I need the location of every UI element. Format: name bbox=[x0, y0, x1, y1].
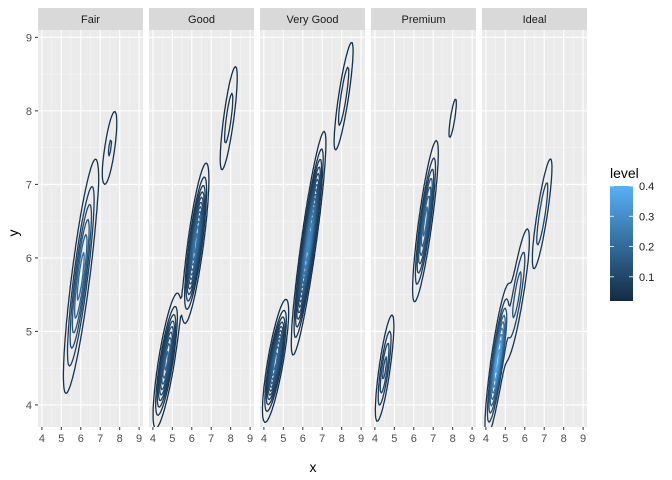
facet-label: Premium bbox=[401, 14, 445, 26]
x-tick-label: 9 bbox=[136, 433, 142, 445]
facet-label: Good bbox=[188, 14, 215, 26]
facet-label: Fair bbox=[81, 14, 100, 26]
x-tick-label: 7 bbox=[97, 433, 103, 445]
x-tick-label: 5 bbox=[391, 433, 397, 445]
contour-level-5 bbox=[419, 186, 432, 257]
x-tick-label: 7 bbox=[319, 433, 325, 445]
panel-fair: Fair 4 5 6 7 8 9 bbox=[38, 8, 143, 445]
contour-level-2 bbox=[377, 157, 437, 406]
facet-strip bbox=[260, 8, 365, 30]
x-tick-label: 6 bbox=[300, 433, 306, 445]
contour-level-7 bbox=[422, 206, 429, 237]
x-tick-label: 4 bbox=[483, 433, 489, 445]
x-tick-label: 5 bbox=[58, 433, 64, 445]
x-tick-label: 4 bbox=[261, 433, 267, 445]
legend-tick-label: 0.4 bbox=[639, 181, 654, 193]
contour-level-11 bbox=[192, 225, 200, 262]
y-axis: 4 5 6 7 8 9 bbox=[26, 32, 38, 412]
contour-level-3 bbox=[488, 271, 522, 414]
contour-level-1 bbox=[62, 110, 118, 395]
facet-strip bbox=[482, 8, 587, 30]
contour-level-2 bbox=[264, 66, 350, 413]
x-tick-label: 8 bbox=[561, 433, 567, 445]
y-tick-label: 8 bbox=[26, 106, 32, 118]
x-tick-label: 9 bbox=[247, 433, 253, 445]
legend: level 0.1 0.2 0.3 0.4 bbox=[610, 165, 654, 301]
panel-very-good: Very Good 4 5 6 7 8 9 bbox=[260, 8, 365, 445]
x-tick-label: 9 bbox=[469, 433, 475, 445]
x-tick-label: 4 bbox=[372, 433, 378, 445]
contour-level-6 bbox=[420, 195, 431, 248]
x-tick-label: 9 bbox=[358, 433, 364, 445]
legend-tick-label: 0.3 bbox=[639, 211, 654, 223]
y-tick-label: 4 bbox=[26, 400, 32, 412]
contour-level-4 bbox=[71, 218, 90, 334]
x-axis-title: x bbox=[310, 459, 317, 475]
x-tick-label: 4 bbox=[150, 433, 156, 445]
contour-lines bbox=[152, 65, 238, 427]
x-tick-label: 9 bbox=[580, 433, 586, 445]
contour-level-16 bbox=[306, 230, 311, 254]
x-tick-label: 5 bbox=[280, 433, 286, 445]
contour-level-1 bbox=[261, 42, 354, 423]
x-tick-label: 4 bbox=[39, 433, 45, 445]
facet-strip bbox=[371, 8, 476, 30]
contour-level-12 bbox=[193, 232, 198, 254]
panel-good: Good 4 5 6 7 8 9 bbox=[149, 8, 254, 445]
y-tick-label: 5 bbox=[26, 326, 32, 338]
x-tick-label: 6 bbox=[411, 433, 417, 445]
y-tick-label: 6 bbox=[26, 253, 32, 265]
contour-level-8 bbox=[493, 339, 502, 382]
panel-ideal: Ideal 4 5 6 7 8 9 bbox=[482, 8, 587, 445]
x-tick-label: 7 bbox=[430, 433, 436, 445]
y-tick-label: 9 bbox=[26, 32, 32, 44]
x-tick-label: 8 bbox=[228, 433, 234, 445]
contour-level-9 bbox=[495, 348, 501, 374]
x-tick-label: 5 bbox=[169, 433, 175, 445]
y-tick-label: 7 bbox=[26, 179, 32, 191]
contour-lines bbox=[62, 110, 118, 395]
legend-tick-label: 0.2 bbox=[639, 242, 654, 254]
contour-level-1 bbox=[484, 158, 553, 427]
facet-label: Ideal bbox=[523, 14, 547, 26]
contour-lines bbox=[261, 42, 354, 423]
contour-level-4 bbox=[381, 178, 433, 380]
x-tick-label: 6 bbox=[189, 433, 195, 445]
contour-level-3 bbox=[379, 168, 435, 394]
contour-level-1 bbox=[374, 98, 457, 422]
x-tick-label: 5 bbox=[502, 433, 508, 445]
facet-label: Very Good bbox=[287, 14, 339, 26]
contour-level-6 bbox=[76, 251, 85, 301]
contour-level-2 bbox=[486, 182, 549, 423]
contour-level-2 bbox=[155, 92, 234, 416]
panel-premium: Premium 4 5 6 7 8 9 bbox=[371, 8, 476, 445]
x-tick-label: 7 bbox=[208, 433, 214, 445]
legend-title: level bbox=[610, 165, 639, 181]
facet-strip bbox=[38, 8, 143, 30]
y-axis-title: y bbox=[5, 230, 21, 237]
x-tick-label: 8 bbox=[450, 433, 456, 445]
facet-strip bbox=[149, 8, 254, 30]
contour-lines bbox=[484, 158, 553, 427]
legend-colorbar bbox=[610, 186, 633, 301]
x-tick-label: 6 bbox=[78, 433, 84, 445]
contour-level-2 bbox=[66, 139, 113, 367]
x-tick-label: 8 bbox=[339, 433, 345, 445]
contour-level-5 bbox=[74, 233, 88, 319]
x-tick-label: 8 bbox=[117, 433, 123, 445]
legend-tick-label: 0.1 bbox=[639, 272, 654, 284]
contour-level-3 bbox=[69, 203, 93, 349]
x-tick-label: 6 bbox=[522, 433, 528, 445]
contour-level-1 bbox=[152, 65, 238, 427]
x-tick-label: 7 bbox=[541, 433, 547, 445]
contour-lines bbox=[374, 98, 457, 422]
